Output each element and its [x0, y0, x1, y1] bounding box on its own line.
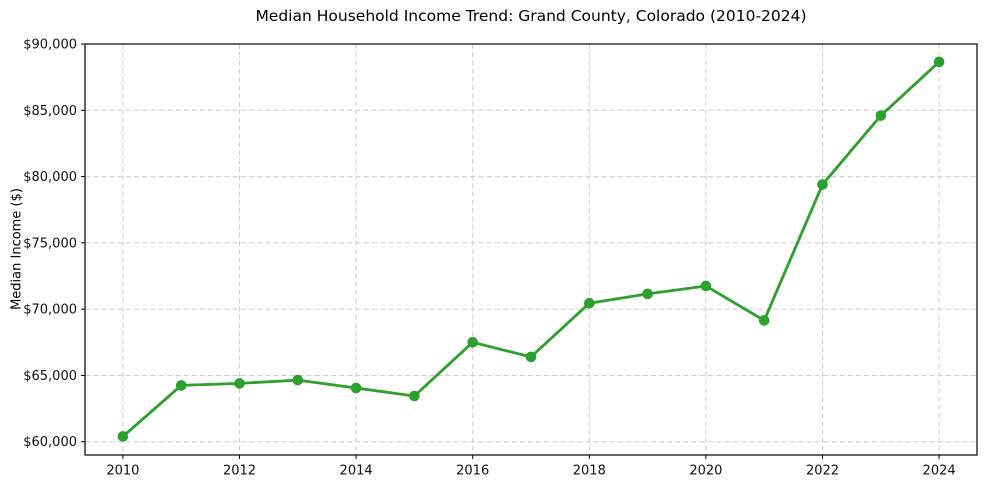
x-tick-label: 2010 [106, 464, 139, 479]
x-tick-label: 2020 [689, 464, 722, 479]
data-point-2010 [117, 431, 129, 442]
data-point-2024 [933, 56, 945, 68]
data-point-2015 [409, 390, 420, 402]
y-tick-label: $70,000 [23, 303, 77, 318]
x-tick-label: 2024 [923, 464, 956, 479]
x-tick-label: 2012 [223, 464, 256, 479]
data-point-2013 [292, 374, 304, 386]
data-point-2012 [234, 378, 245, 389]
y-tick-label: $80,000 [23, 170, 77, 185]
plot-border [84, 43, 978, 456]
data-point-2011 [175, 380, 187, 391]
chart-title: Median Household Income Trend: Grand Cou… [255, 7, 807, 25]
data-point-2018 [584, 297, 595, 309]
data-point-2014 [350, 382, 362, 394]
data-point-2020 [700, 280, 712, 292]
x-tick-label: 2016 [456, 464, 489, 479]
data-point-2017 [525, 351, 537, 363]
data-point-2023 [875, 110, 887, 121]
x-tick-label: 2022 [806, 464, 839, 479]
y-tick-label: $85,000 [23, 104, 77, 119]
data-point-2016 [467, 337, 478, 348]
y-tick-label: $75,000 [23, 236, 77, 251]
data-point-2021 [758, 315, 770, 326]
y-tick-label: $90,000 [23, 38, 77, 53]
data-point-2019 [642, 288, 653, 300]
y-tick-label: $60,000 [23, 435, 77, 450]
data-point-2022 [817, 179, 828, 190]
x-tick-label: 2014 [340, 464, 373, 479]
plot-background [85, 44, 977, 455]
x-tick-label: 2018 [573, 464, 606, 479]
y-tick-label: $65,000 [23, 369, 77, 384]
